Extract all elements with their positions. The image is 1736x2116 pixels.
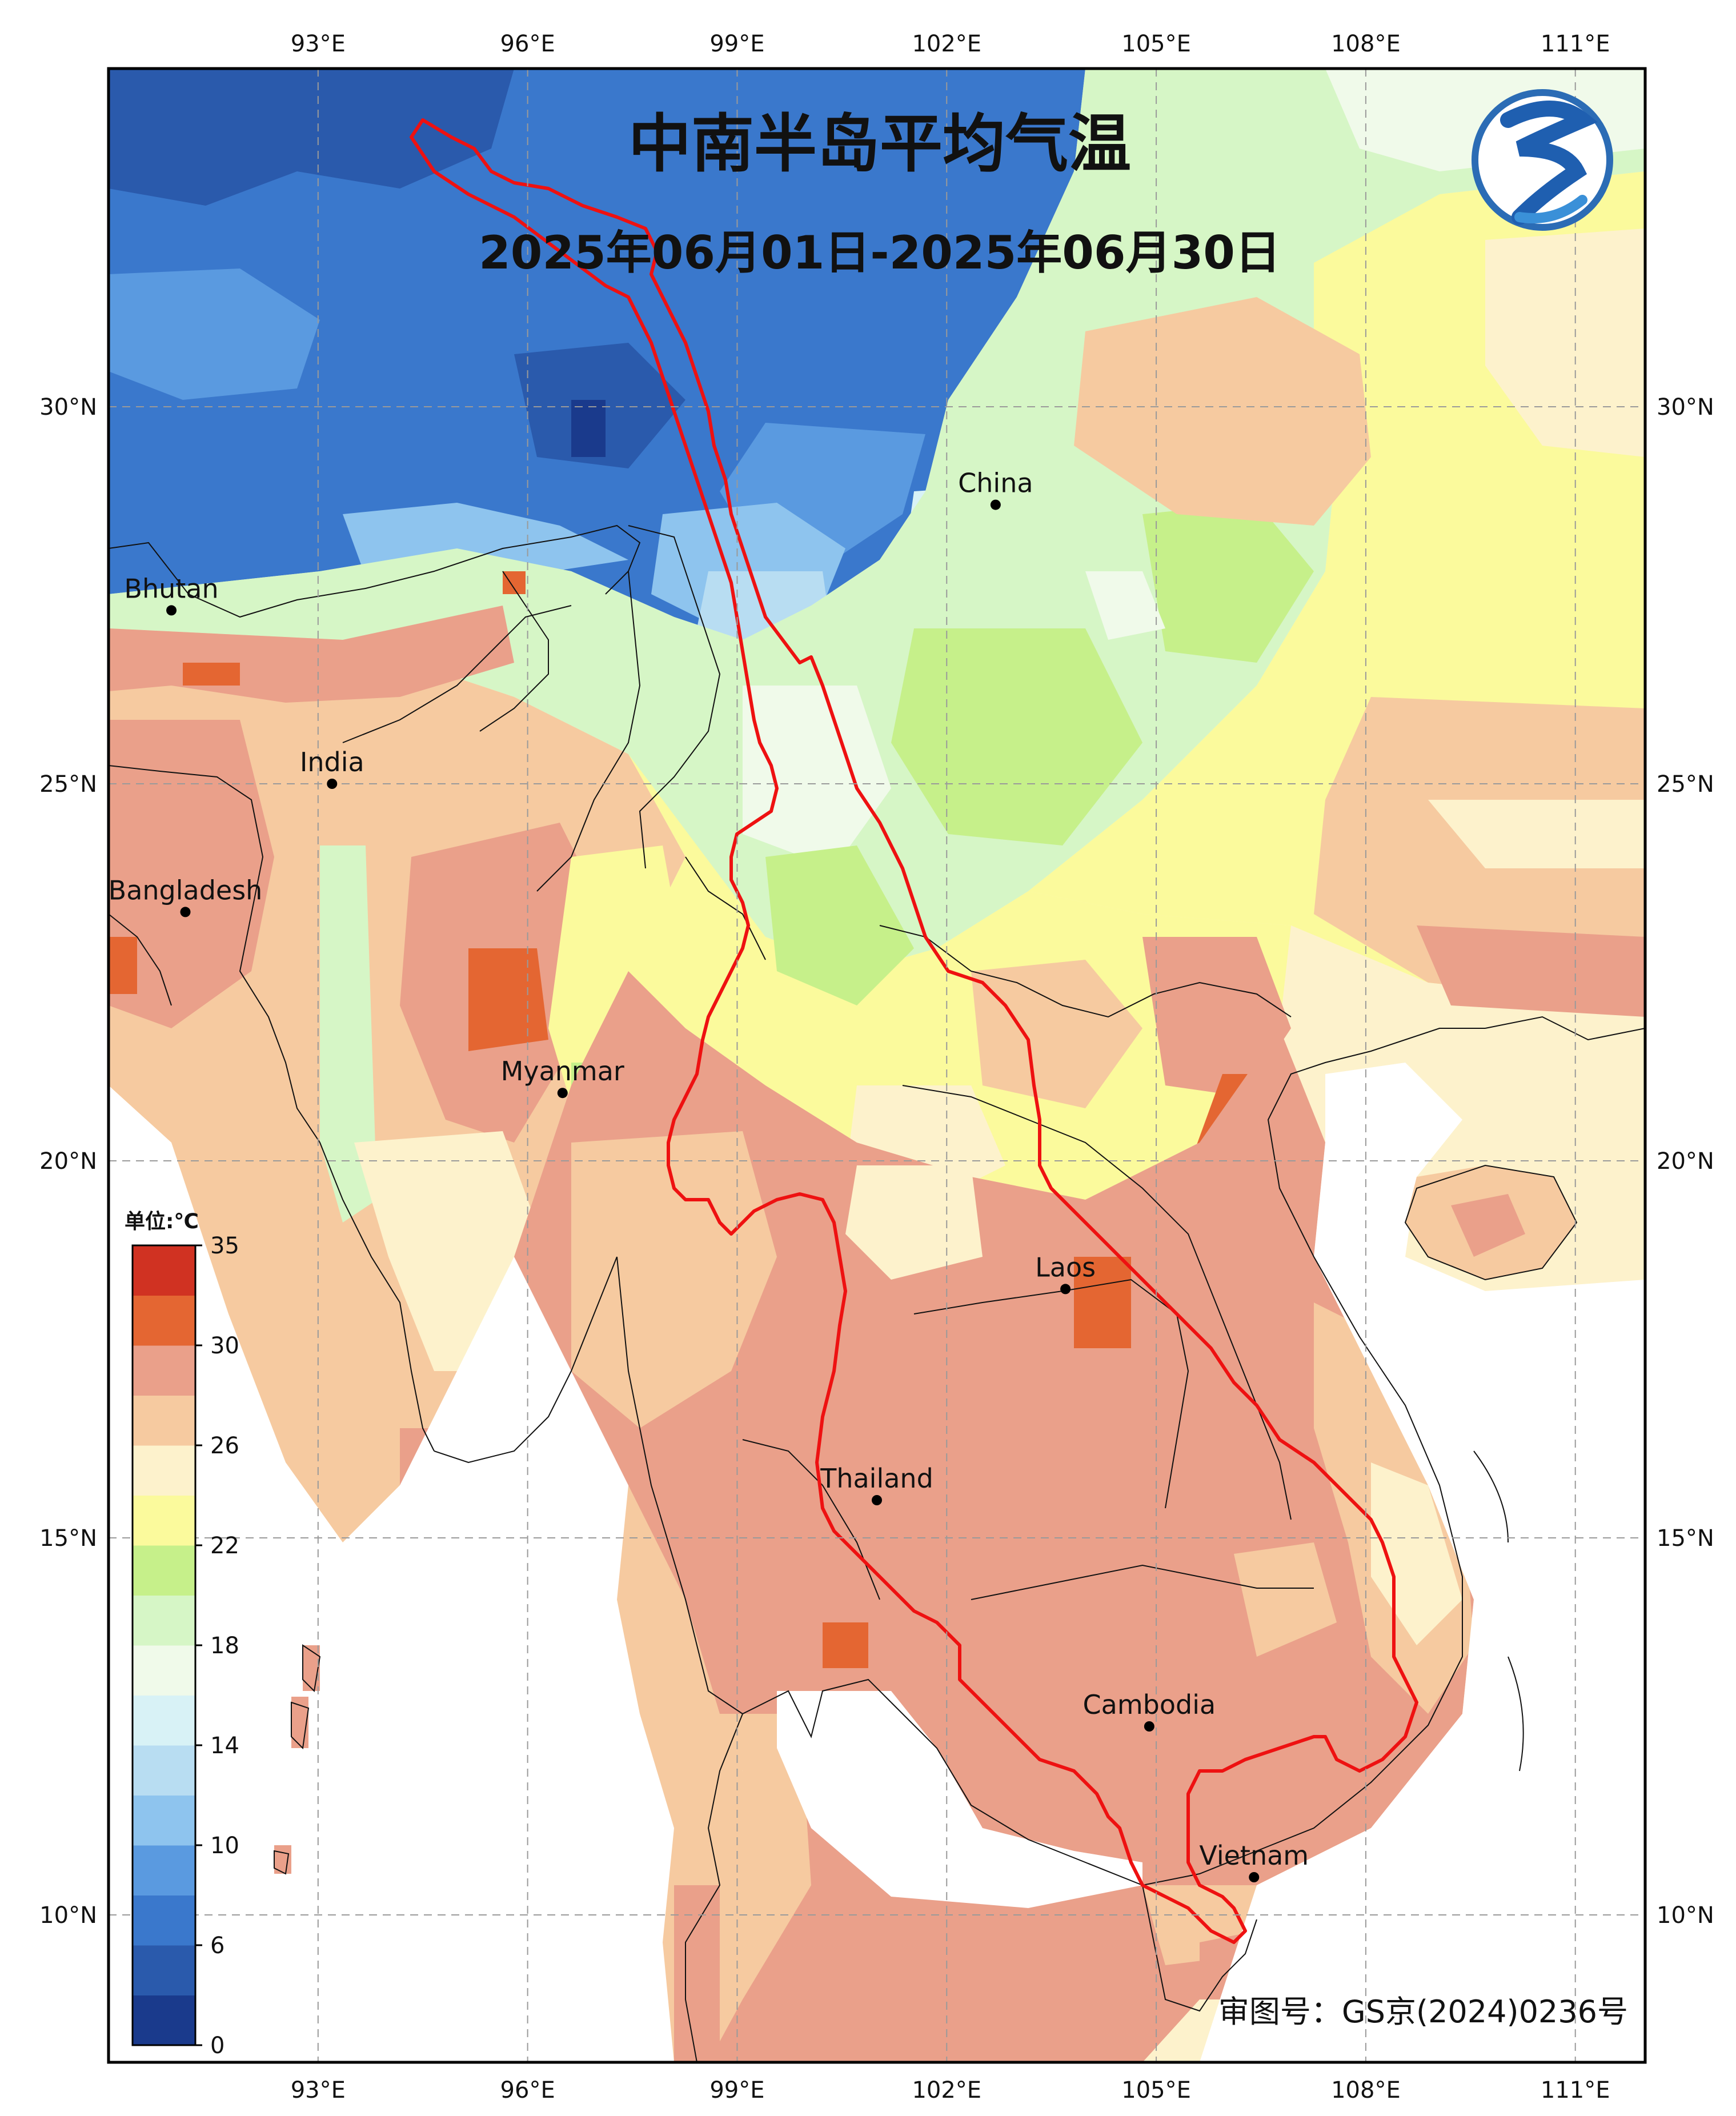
colorbar-tick-label: 6 (210, 1933, 224, 1959)
colorbar-tick-label: 22 (210, 1533, 239, 1559)
map-title: 中南半岛平均气温 (628, 107, 1131, 181)
colorbar-tick-label: 0 (210, 2033, 224, 2059)
place-label: Bangladesh (109, 875, 263, 905)
lon-label-bottom: 99°E (709, 2077, 764, 2103)
place-dot (166, 605, 177, 616)
axis-labels: 93°E 93°E 96°E 96°E 99°E 99°E 102°E 102°E 105°E 1… (39, 31, 1714, 2103)
colorbar-swatch (133, 1645, 195, 1696)
agency-logo (1472, 89, 1613, 231)
legend-unit-label: 单位:℃ (125, 1210, 199, 1233)
place-label: Thailand (820, 1463, 933, 1494)
colorbar-tick-label: 18 (210, 1633, 239, 1659)
place-dot (557, 1088, 568, 1099)
temperature-colorbar: 单位:℃ 0 6 10 14 18 22 26 30 35 (125, 1210, 239, 2059)
lat-label-right: 20°N (1657, 1148, 1714, 1175)
place-label: Vietnam (1199, 1840, 1309, 1871)
colorbar-swatch (133, 1445, 195, 1496)
colorbar-swatch (133, 1495, 195, 1546)
lon-label-top: 93°E (291, 31, 346, 57)
colorbar-swatch (133, 1945, 195, 1995)
colorbar-tick-label: 26 (210, 1433, 239, 1459)
place-labels: China Bhutan India Bangladesh Myanmar Laos Tha… (109, 468, 1309, 1882)
colorbar-tick-label: 30 (210, 1333, 239, 1359)
place-dot (327, 779, 338, 789)
colorbar-swatch (133, 1845, 195, 1895)
lon-label-top: 105°E (1121, 31, 1191, 57)
lon-label-bottom: 102°E (912, 2077, 981, 2103)
approval-number: 审图号：GS京(2024)0236号 (1218, 1994, 1628, 2030)
colorbar-tick-label: 35 (210, 1233, 239, 1259)
place-dot (1060, 1284, 1071, 1295)
lon-label-top: 111°E (1541, 31, 1610, 57)
colorbar-swatch (133, 1695, 195, 1746)
place-label: Myanmar (501, 1056, 624, 1087)
place-dot (1144, 1721, 1154, 1732)
lat-label-right: 15°N (1657, 1525, 1714, 1552)
colorbar-tick-label: 10 (210, 1833, 239, 1859)
place-label: Laos (1035, 1252, 1096, 1283)
colorbar-swatch (133, 1395, 195, 1446)
lat-label-left: 15°N (39, 1525, 97, 1552)
place-dot (990, 499, 1001, 510)
colorbar-swatch (133, 1795, 195, 1846)
place-dot (1249, 1872, 1260, 1882)
coastlines (109, 524, 1645, 2062)
place-label: India (300, 747, 364, 778)
place-dot (180, 907, 191, 917)
colorbar-swatch (133, 1545, 195, 1596)
lat-label-right: 25°N (1657, 771, 1714, 797)
date-range: 2025年06月01日-2025年06月30日 (479, 226, 1281, 279)
lat-label-left: 25°N (39, 771, 97, 797)
colorbar-swatch (133, 1895, 195, 1946)
colorbar-tick-label: 14 (210, 1733, 239, 1759)
temperature-field (109, 69, 1645, 2062)
lat-label-left: 20°N (39, 1148, 97, 1175)
lon-label-bottom: 93°E (291, 2077, 346, 2103)
lat-label-right: 30°N (1657, 394, 1714, 420)
place-dot (872, 1495, 882, 1505)
lat-label-left: 30°N (39, 394, 97, 420)
lon-label-bottom: 108°E (1331, 2077, 1401, 2103)
colorbar-swatch (133, 1345, 195, 1396)
lon-label-top: 102°E (912, 31, 981, 57)
lat-label-left: 10°N (39, 1902, 97, 1929)
lon-label-top: 96°E (500, 31, 555, 57)
lon-label-top: 108°E (1331, 31, 1401, 57)
graticule (109, 69, 1645, 2062)
map-frame (107, 67, 1647, 2064)
colorbar-swatch (133, 1995, 195, 2046)
colorbar-swatch (133, 1295, 195, 1346)
colorbar-swatch (133, 1595, 195, 1646)
place-label: China (958, 468, 1033, 499)
place-label: Cambodia (1083, 1689, 1216, 1720)
place-label: Bhutan (124, 573, 218, 604)
lon-label-bottom: 111°E (1541, 2077, 1610, 2103)
lon-label-bottom: 96°E (500, 2077, 555, 2103)
lon-label-top: 99°E (709, 31, 764, 57)
colorbar-swatch (133, 1745, 195, 1796)
colorbar-swatch (133, 1245, 195, 1296)
mekong-basin-boundary (410, 118, 1418, 1944)
lat-label-right: 10°N (1657, 1902, 1714, 1929)
lon-label-bottom: 105°E (1121, 2077, 1191, 2103)
